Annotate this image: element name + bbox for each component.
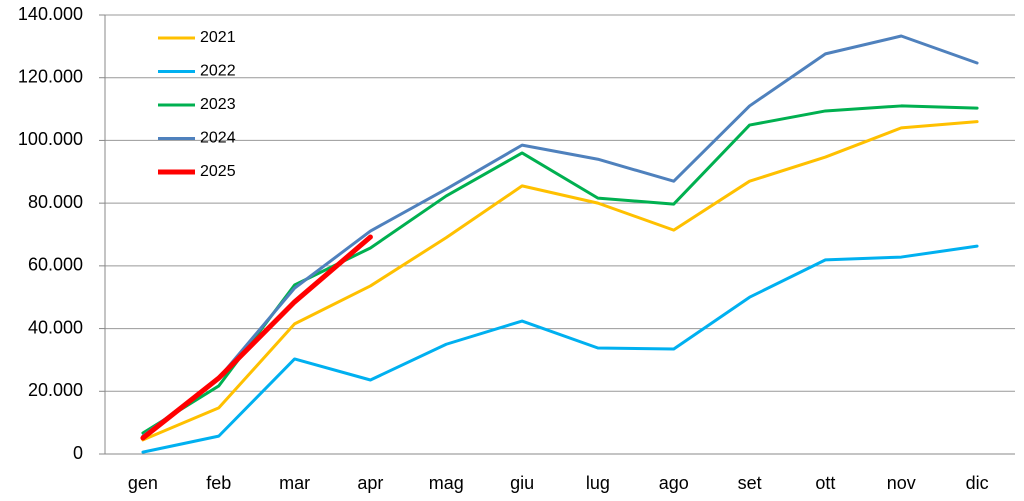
- x-tick-label: set: [738, 473, 762, 493]
- series-line: [140, 234, 373, 441]
- x-tick-label: dic: [966, 473, 989, 493]
- legend-label: 2023: [200, 96, 236, 113]
- series-line: [141, 34, 979, 438]
- x-tick-label: lug: [586, 473, 610, 493]
- legend-label: 2021: [200, 29, 236, 46]
- x-tick-label: mag: [429, 473, 464, 493]
- series-line: [141, 244, 979, 454]
- x-tick-label: mar: [279, 473, 310, 493]
- y-tick-label: 60.000: [28, 255, 83, 275]
- legend-label: 2022: [200, 63, 236, 80]
- legend-label: 2024: [200, 130, 236, 147]
- x-tick-label: ago: [659, 473, 689, 493]
- y-tick-label: 80.000: [28, 192, 83, 212]
- y-tick-label: 120.000: [18, 66, 83, 86]
- x-tick-label: apr: [357, 473, 383, 493]
- legend-label: 2025: [200, 163, 236, 180]
- y-tick-label: 0: [73, 443, 83, 463]
- y-tick-label: 20.000: [28, 380, 83, 400]
- x-tick-label: nov: [887, 473, 916, 493]
- y-tick-label: 40.000: [28, 317, 83, 337]
- x-tick-label: feb: [206, 473, 231, 493]
- x-tick-label: ott: [815, 473, 835, 493]
- x-tick-label: giu: [510, 473, 534, 493]
- y-tick-label: 140.000: [18, 4, 83, 24]
- x-tick-label: gen: [128, 473, 158, 493]
- y-tick-label: 100.000: [18, 129, 83, 149]
- series-line: [141, 120, 979, 442]
